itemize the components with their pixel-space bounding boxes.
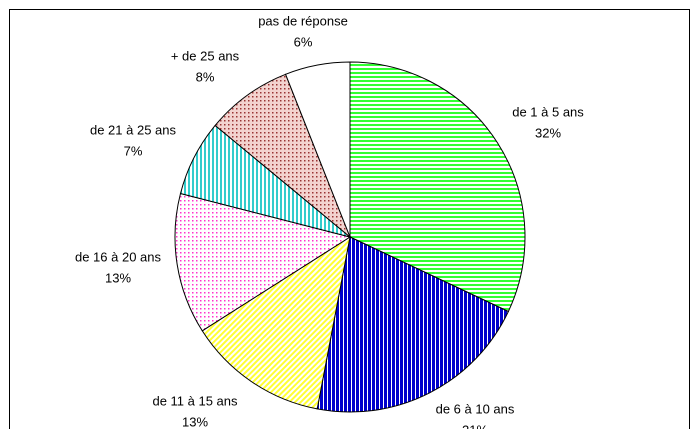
slice-label: de 6 à 10 ans [436,401,515,416]
slice-value-label: 6% [294,34,313,49]
slice-value-label: 13% [105,270,131,285]
pie-slice [349,61,526,313]
slice-label: de 16 à 20 ans [75,249,162,264]
slice-value-label: 8% [196,69,215,84]
slice-label: de 21 à 25 ans [90,122,177,137]
slice-label: de 1 à 5 ans [512,104,584,119]
slice-value-label: 13% [182,414,208,429]
slice-value-label: 32% [535,125,561,140]
slice-label: pas de réponse [258,13,348,28]
pie-slice [316,236,510,413]
slice-label: de 11 à 15 ans [152,393,238,408]
slice-value-label: 21% [462,422,488,429]
slice-label: + de 25 ans [171,48,240,63]
pie-slice [201,235,351,410]
pie-slice [284,61,351,238]
pie-slice [174,192,352,332]
slice-value-label: 7% [124,143,143,158]
